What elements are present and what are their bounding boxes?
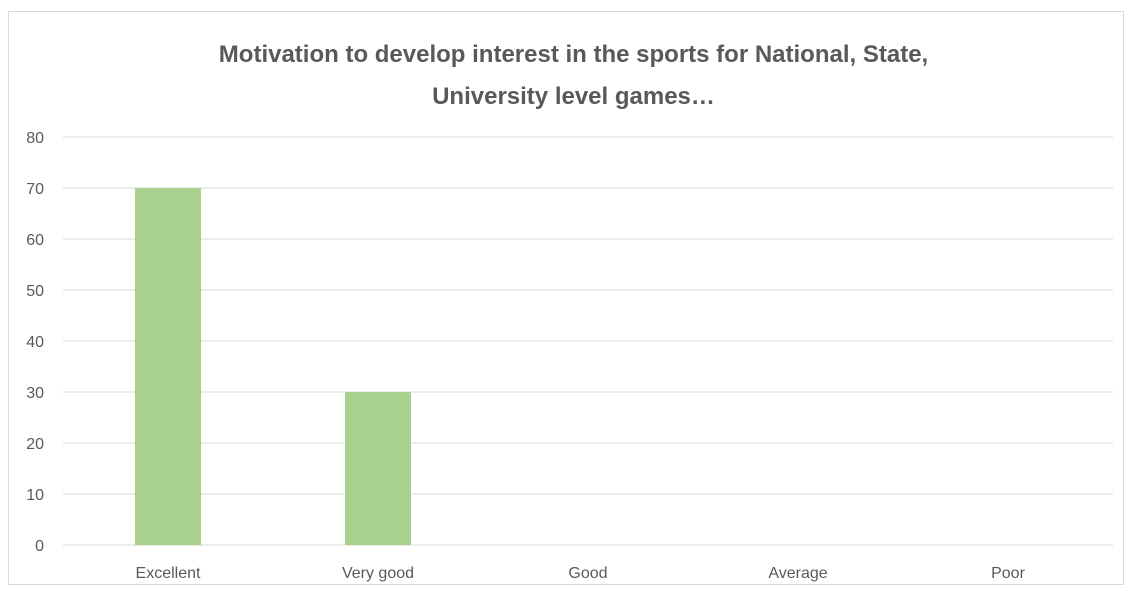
y-tick-label: 0	[35, 538, 44, 555]
x-tick-label: Good	[568, 565, 607, 582]
chart-title: Motivation to develop interest in the sp…	[0, 34, 1127, 118]
y-tick-label: 10	[26, 487, 44, 504]
y-tick-label: 70	[26, 181, 44, 198]
y-tick-label: 20	[26, 436, 44, 453]
x-tick-label: Poor	[991, 565, 1025, 582]
bars	[135, 188, 411, 545]
y-axis-ticks: 0 10 20 30 40 50 60 70 80	[26, 130, 44, 555]
x-tick-label: Very good	[342, 565, 414, 582]
y-tick-label: 40	[26, 334, 44, 351]
bar-very-good	[345, 392, 411, 545]
y-tick-label: 30	[26, 385, 44, 402]
x-axis-ticks: Excellent Very good Good Average Poor	[136, 565, 1026, 582]
chart-title-line-1: Motivation to develop interest in the sp…	[218, 41, 929, 68]
x-tick-label: Average	[768, 565, 827, 582]
y-tick-label: 50	[26, 283, 44, 300]
chart-title-line-2: University level games…	[432, 83, 715, 110]
gridlines	[63, 136, 1113, 546]
y-tick-label: 60	[26, 232, 44, 249]
x-tick-label: Excellent	[136, 565, 201, 582]
y-tick-label: 80	[26, 130, 44, 147]
bar-excellent	[135, 188, 201, 545]
